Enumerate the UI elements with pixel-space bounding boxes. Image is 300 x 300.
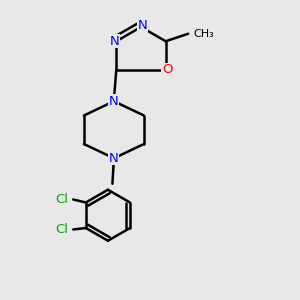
Text: CH₃: CH₃ [194, 29, 214, 39]
Text: N: N [109, 152, 119, 165]
Text: N: N [138, 19, 147, 32]
Text: N: N [109, 95, 119, 108]
Text: O: O [162, 63, 172, 76]
Text: Cl: Cl [55, 223, 68, 236]
Text: Cl: Cl [55, 193, 68, 206]
Text: N: N [110, 35, 120, 48]
